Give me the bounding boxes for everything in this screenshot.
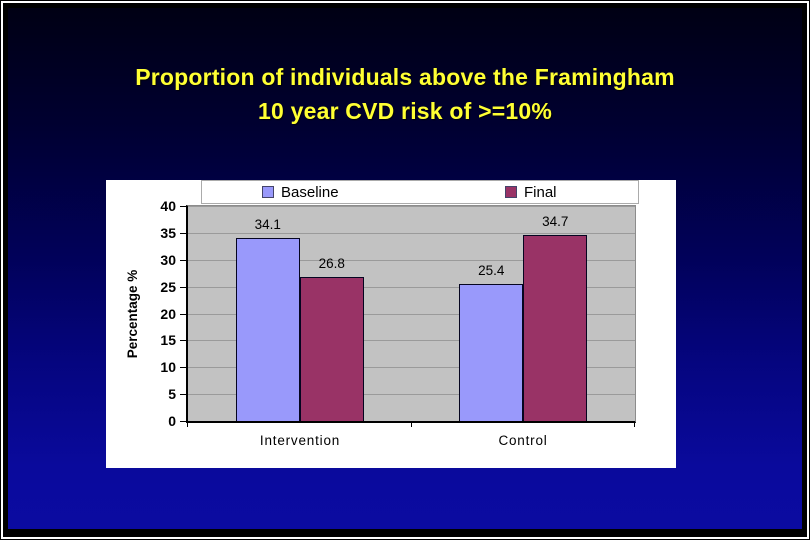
chart-panel: Baseline Final Percentage % 34.1 26.8 25.4… xyxy=(106,180,676,468)
legend-item-final: Final xyxy=(505,181,557,203)
y-tick-label: 10 xyxy=(160,359,176,376)
slide-title-line2: 10 year CVD risk of >=10% xyxy=(258,98,552,124)
data-label-intervention-final: 26.8 xyxy=(318,255,345,271)
gridline xyxy=(188,367,635,369)
y-tick-label: 15 xyxy=(160,332,176,349)
legend-marker-final xyxy=(505,186,517,198)
legend-marker-baseline xyxy=(262,186,274,198)
gridline xyxy=(188,259,635,261)
y-axis-tick xyxy=(180,340,186,342)
y-axis-tick xyxy=(180,367,186,369)
bar-intervention-final xyxy=(299,276,364,421)
legend-label-final: Final xyxy=(524,183,557,201)
y-tick-label: 20 xyxy=(160,305,176,322)
chart-legend: Baseline Final xyxy=(201,180,639,204)
gridline xyxy=(188,286,635,288)
y-tick-label: 35 xyxy=(160,224,176,241)
gridline xyxy=(188,394,635,396)
y-tick-label: 30 xyxy=(160,251,176,268)
slide-title: Proportion of individuals above the Fram… xyxy=(8,60,802,128)
y-axis-tick xyxy=(180,206,186,207)
gridline xyxy=(188,232,635,234)
x-axis-tick xyxy=(187,423,188,427)
plot-area: 34.1 26.8 25.4 34.7 xyxy=(186,205,636,423)
category-label-intervention: Intervention xyxy=(259,433,341,448)
legend-label-baseline: Baseline xyxy=(281,183,339,201)
x-axis-tick xyxy=(410,423,412,427)
gridline xyxy=(188,206,635,207)
y-tick-label: 25 xyxy=(160,278,176,295)
data-label-control-baseline: 25.4 xyxy=(478,263,505,279)
y-axis-tick xyxy=(180,394,186,396)
y-tick-label: 40 xyxy=(160,198,176,214)
bar-control-baseline xyxy=(459,284,524,421)
y-tick-label: 0 xyxy=(168,413,176,429)
bar-intervention-baseline xyxy=(235,237,300,421)
data-label-control-final: 34.7 xyxy=(542,213,569,229)
y-tick-label: 5 xyxy=(168,386,176,403)
slide-title-line1: Proportion of individuals above the Fram… xyxy=(135,64,675,90)
data-label-intervention-baseline: 34.1 xyxy=(254,216,281,232)
x-axis-tick xyxy=(634,423,635,427)
y-axis-tick xyxy=(180,232,186,234)
bar-control-final xyxy=(523,234,588,421)
y-axis-tick xyxy=(180,286,186,288)
y-axis-tick xyxy=(180,259,186,261)
slide-background: Proportion of individuals above the Fram… xyxy=(8,8,802,529)
gridline xyxy=(188,340,635,342)
category-label-control: Control xyxy=(498,433,548,448)
y-axis-tick xyxy=(180,313,186,315)
legend-item-baseline: Baseline xyxy=(262,181,339,203)
y-axis-tick xyxy=(180,421,186,422)
gridline xyxy=(188,313,635,315)
